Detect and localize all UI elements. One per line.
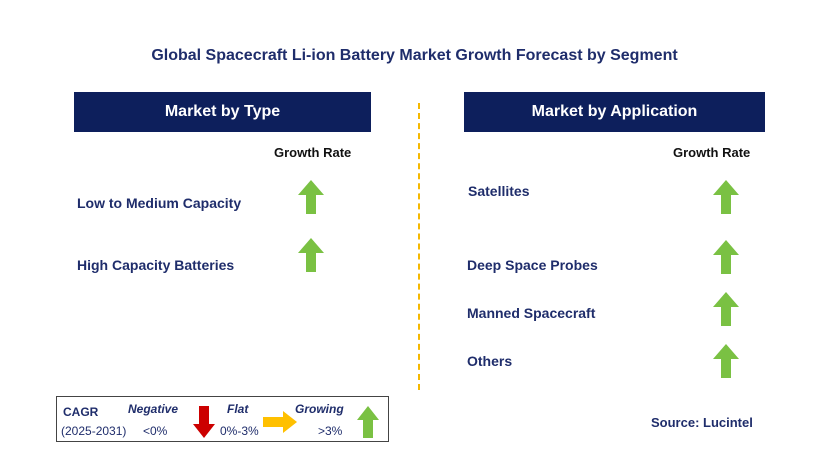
application-item-manned-spacecraft: Manned Spacecraft <box>467 305 596 321</box>
type-item-high-capacity: High Capacity Batteries <box>77 257 235 273</box>
arrow-up-icon <box>713 344 739 378</box>
arrow-right-icon <box>263 411 297 433</box>
page-title: Global Spacecraft Li-ion Battery Market … <box>151 47 678 64</box>
type-item-low-medium: Low to Medium Capacity <box>77 195 242 211</box>
application-item-others: Others <box>467 353 513 369</box>
legend-negative-range: <0% <box>143 424 168 438</box>
market-by-application-header: Market by Application <box>464 92 765 132</box>
type-growth-rate-label: Growth Rate <box>274 145 352 160</box>
legend-growing-range: >3% <box>318 424 343 438</box>
application-item-satellites: Satellites <box>468 183 530 199</box>
application-item-deep-space-probes: Deep Space Probes <box>467 257 598 273</box>
legend-negative-label: Negative <box>128 402 179 416</box>
arrow-up-icon <box>713 240 739 274</box>
legend-cagr-label: CAGR <box>63 405 99 419</box>
market-by-type-header: Market by Type <box>74 92 371 132</box>
legend-period: (2025-2031) <box>61 424 127 438</box>
legend-flat-label: Flat <box>227 402 249 416</box>
source-credit: Source: Lucintel <box>651 415 753 430</box>
legend-flat-range: 0%-3% <box>220 424 259 438</box>
arrow-down-icon <box>193 406 215 438</box>
application-growth-rate-label: Growth Rate <box>673 145 751 160</box>
arrow-up-icon <box>713 180 739 214</box>
legend-growing-label: Growing <box>295 402 344 416</box>
cagr-legend: CAGR (2025-2031) Negative <0% Flat 0%-3%… <box>56 396 389 442</box>
arrow-up-icon <box>298 180 324 214</box>
arrow-up-icon <box>357 406 379 438</box>
arrow-up-icon <box>713 292 739 326</box>
arrow-up-icon <box>298 238 324 272</box>
panel-divider <box>418 103 420 390</box>
